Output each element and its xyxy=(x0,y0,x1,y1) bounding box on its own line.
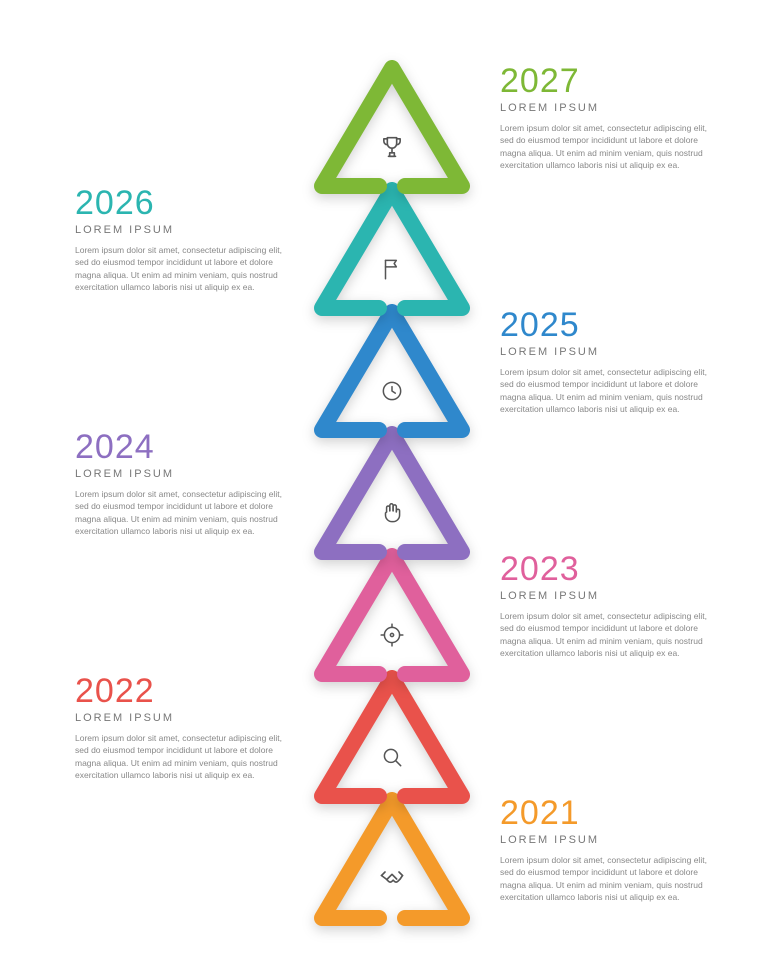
handshake-icon xyxy=(372,859,412,899)
timeline-year: 2025 xyxy=(500,308,710,342)
timeline-year: 2021 xyxy=(500,796,710,830)
timeline-year: 2026 xyxy=(75,186,285,220)
timeline-step-text: 2026 LOREM IPSUM Lorem ipsum dolor sit ame… xyxy=(75,186,285,293)
timeline-body: Lorem ipsum dolor sit amet, consectetur … xyxy=(75,244,285,293)
timeline-step-text: 2025 LOREM IPSUM Lorem ipsum dolor sit ame… xyxy=(500,308,710,415)
timeline-year: 2023 xyxy=(500,552,710,586)
timeline-body: Lorem ipsum dolor sit amet, consectetur … xyxy=(500,854,710,903)
timeline-body: Lorem ipsum dolor sit amet, consectetur … xyxy=(500,122,710,171)
trophy-icon xyxy=(372,127,412,167)
timeline-subtitle: LOREM IPSUM xyxy=(75,224,285,236)
timeline-body: Lorem ipsum dolor sit amet, consectetur … xyxy=(75,732,285,781)
timeline-body: Lorem ipsum dolor sit amet, consectetur … xyxy=(75,488,285,537)
magnifier-icon xyxy=(372,737,412,777)
timeline-step-text: 2023 LOREM IPSUM Lorem ipsum dolor sit ame… xyxy=(500,552,710,659)
timeline-step-text: 2024 LOREM IPSUM Lorem ipsum dolor sit ame… xyxy=(75,430,285,537)
timeline-step-text: 2022 LOREM IPSUM Lorem ipsum dolor sit ame… xyxy=(75,674,285,781)
target-icon xyxy=(372,615,412,655)
timeline-subtitle: LOREM IPSUM xyxy=(500,102,710,114)
timeline-year: 2024 xyxy=(75,430,285,464)
flag-icon xyxy=(372,249,412,289)
timeline-subtitle: LOREM IPSUM xyxy=(75,712,285,724)
timeline-subtitle: LOREM IPSUM xyxy=(75,468,285,480)
clock-icon xyxy=(372,371,412,411)
timeline-body: Lorem ipsum dolor sit amet, consectetur … xyxy=(500,610,710,659)
timeline-subtitle: LOREM IPSUM xyxy=(500,834,710,846)
timeline-step-text: 2021 LOREM IPSUM Lorem ipsum dolor sit ame… xyxy=(500,796,710,903)
timeline-year: 2027 xyxy=(500,64,710,98)
timeline-year: 2022 xyxy=(75,674,285,708)
timeline-body: Lorem ipsum dolor sit amet, consectetur … xyxy=(500,366,710,415)
fist-icon xyxy=(372,493,412,533)
timeline-subtitle: LOREM IPSUM xyxy=(500,590,710,602)
timeline-step-text: 2027 LOREM IPSUM Lorem ipsum dolor sit ame… xyxy=(500,64,710,171)
timeline-infographic: 2021 LOREM IPSUM Lorem ipsum dolor sit ame… xyxy=(0,0,784,980)
timeline-subtitle: LOREM IPSUM xyxy=(500,346,710,358)
